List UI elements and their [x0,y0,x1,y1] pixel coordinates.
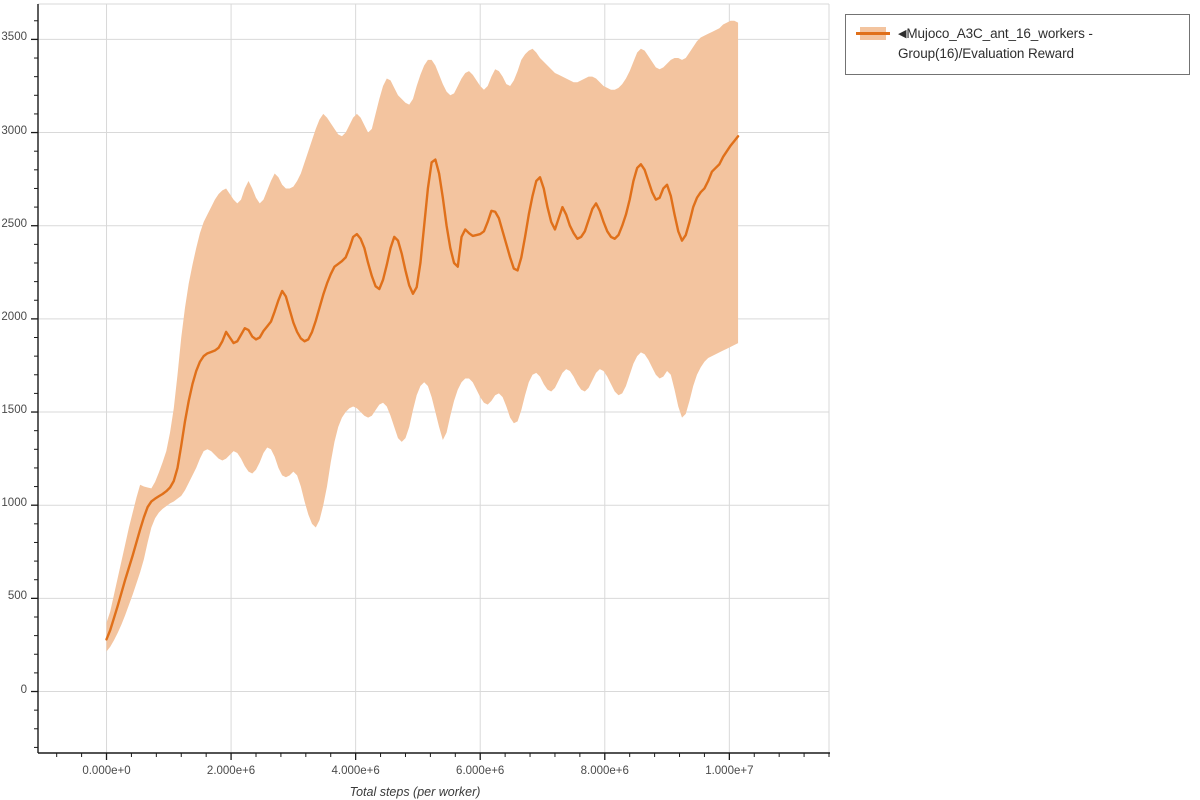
legend-entry-label[interactable]: ◀Mujoco_A3C_ant_16_workers - Group(16)/E… [898,24,1179,64]
uncertainty-band [106,20,739,652]
axis-ticks [31,20,830,760]
x-tick-label: 4.000e+6 [331,765,380,777]
x-tick-label: 0.000e+0 [82,765,131,777]
legend-line-swatch [856,32,890,35]
band-area [106,20,739,652]
y-tick-label: 2000 [1,310,27,323]
mean-line [105,135,740,641]
legend-entry-text: Mujoco_A3C_ant_16_workers - Group(16)/Ev… [898,26,1093,61]
y-tick-label: 1500 [1,404,27,417]
y-tick-label: 0 [20,683,27,696]
y-tick-label: 3500 [1,31,27,44]
x-tick-label: 8.000e+6 [580,765,629,777]
series-line [105,135,740,641]
legend-marker-icon: ◀ [898,28,907,40]
x-tick-label: 6.000e+6 [456,765,505,777]
y-tick-label: 500 [7,590,27,603]
y-tick-label: 2500 [1,217,27,230]
legend-swatch [856,25,894,42]
axis-spines [37,4,830,754]
legend[interactable]: ◀Mujoco_A3C_ant_16_workers - Group(16)/E… [845,14,1190,75]
x-axis-title: Total steps (per worker) [349,785,481,799]
x-tick-label: 1.000e+7 [705,765,754,777]
y-tick-label: 1000 [1,497,27,510]
y-tick-label: 3000 [1,124,27,137]
x-tick-label: 2.000e+6 [206,765,256,777]
